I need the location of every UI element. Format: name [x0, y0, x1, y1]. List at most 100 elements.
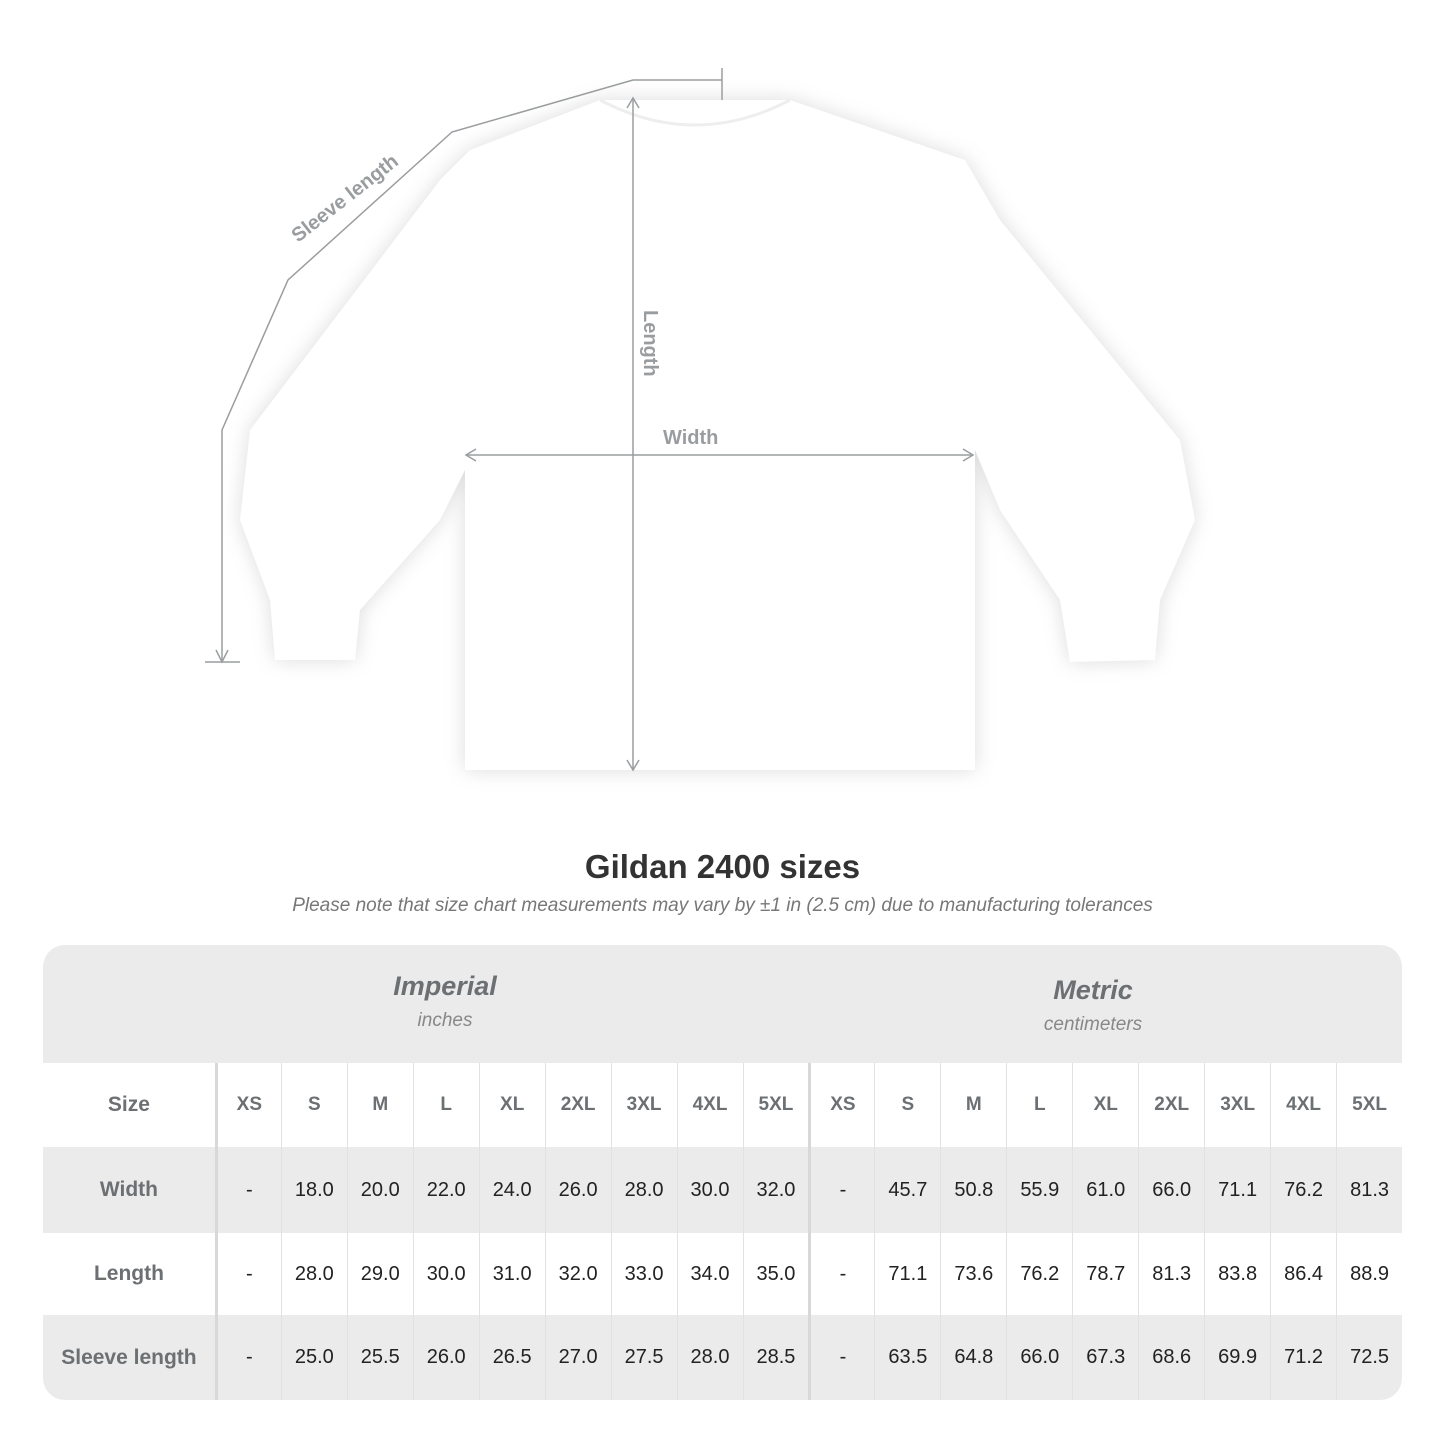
metric-value-cell: 76.2 [1270, 1147, 1336, 1233]
metric-size-header: S [874, 1063, 940, 1147]
imperial-value-cell: 28.0 [610, 1147, 677, 1233]
imperial-value-cell: 25.0 [280, 1315, 347, 1400]
size-label: Size [107, 1093, 150, 1116]
metric-title: Metric [1053, 975, 1133, 1005]
metric-value-cell: 71.1 [874, 1233, 940, 1315]
imperial-value-cell: 29.0 [346, 1233, 413, 1315]
imperial-value-cell: 26.0 [544, 1147, 611, 1233]
imperial-size-header: S [280, 1063, 347, 1147]
imperial-value-cell: - [214, 1233, 281, 1315]
sleeve-length-line [221, 79, 722, 660]
metric-value-cell: 50.8 [940, 1147, 1006, 1233]
metric-value-cell: 68.6 [1138, 1315, 1204, 1400]
metric-size-header: M [940, 1063, 1006, 1147]
imperial-value-cell: 25.5 [346, 1315, 413, 1400]
collar [599, 98, 791, 127]
imperial-size-header: L [412, 1063, 479, 1147]
metric-value-cell: 71.2 [1270, 1315, 1336, 1400]
metric-value-cell: 66.0 [1138, 1147, 1204, 1233]
shirt-diagram: Sleeve length Length Width [205, 68, 1195, 772]
metric-header: Metric centimeters [863, 945, 1323, 1063]
metric-size-header: 4XL [1270, 1063, 1336, 1147]
imperial-value-cell: 28.5 [742, 1315, 809, 1400]
metric-value-cell: 72.5 [1336, 1315, 1402, 1400]
row-band [43, 1315, 1402, 1400]
tolerance-note: Please note that size chart measurements… [292, 895, 1153, 916]
table-row: Width -18.0 20.0 22.0 24.0 26.0 28.0 30.0 32.0-4… [43, 1147, 1402, 1233]
row-label: Length [93, 1262, 164, 1285]
imperial-unit: inches [417, 1010, 473, 1031]
metric-value-cell: 71.1 [1204, 1147, 1270, 1233]
metric-size-header: 3XL [1204, 1063, 1270, 1147]
shirt-body [240, 100, 1195, 770]
metric-size-header: 5XL [1336, 1063, 1402, 1147]
metric-value-cell: 66.0 [1006, 1315, 1072, 1400]
imperial-value-cell: - [214, 1315, 281, 1400]
imperial-value-cell: 31.0 [478, 1233, 545, 1315]
imperial-size-header: 2XL [544, 1063, 611, 1147]
row-band [43, 1147, 1402, 1233]
imperial-value-cell: 33.0 [610, 1233, 677, 1315]
width-label: Width [663, 427, 718, 449]
page-title: Gildan 2400 sizes [584, 848, 861, 885]
size-header-row: Size XS S M L XL 2XL 3XL 4XL 5XL XS S M L XL 2XL 3XL 4XL 5… [43, 1063, 1402, 1147]
imperial-value-cell: 30.0 [676, 1147, 743, 1233]
metric-value-cell: 88.9 [1336, 1233, 1402, 1315]
imperial-size-header: 4XL [676, 1063, 743, 1147]
metric-value-cell: 64.8 [940, 1315, 1006, 1400]
length-label: Length [639, 310, 661, 377]
metric-value-cell: 78.7 [1072, 1233, 1138, 1315]
metric-value-cell: 61.0 [1072, 1147, 1138, 1233]
imperial-value-cell: 18.0 [280, 1147, 347, 1233]
metric-size-header: 2XL [1138, 1063, 1204, 1147]
size-table: Imperial inches Metric centimeters Size X… [43, 945, 1402, 1400]
table-row: Length -28.0 29.0 30.0 31.0 32.0 33.0 34.0 35.0-… [43, 1233, 1402, 1315]
metric-value-cell: 86.4 [1270, 1233, 1336, 1315]
metric-value-cell: - [808, 1315, 874, 1400]
metric-unit: centimeters [1043, 1014, 1143, 1035]
imperial-value-cell: 32.0 [544, 1233, 611, 1315]
metric-value-cell: 55.9 [1006, 1147, 1072, 1233]
row-label: Sleeve length [61, 1345, 197, 1369]
imperial-value-cell: 34.0 [676, 1233, 743, 1315]
imperial-value-cell: 32.0 [742, 1147, 809, 1233]
imperial-size-header: M [346, 1063, 413, 1147]
metric-size-header: L [1006, 1063, 1072, 1147]
imperial-size-header: 5XL [742, 1063, 809, 1147]
imperial-value-cell: 27.5 [610, 1315, 677, 1400]
metric-value-cell: 81.3 [1138, 1233, 1204, 1315]
metric-value-cell: 67.3 [1072, 1315, 1138, 1400]
metric-value-cell: 73.6 [940, 1233, 1006, 1315]
metric-value-cell: - [808, 1147, 874, 1233]
imperial-value-cell: 22.0 [412, 1147, 479, 1233]
imperial-header: Imperial inches [215, 945, 675, 1063]
imperial-value-cell: 28.0 [280, 1233, 347, 1315]
table-row: Sleeve length -25.0 25.5 26.0 26.5 27.0 27.5 28… [43, 1315, 1402, 1400]
imperial-value-cell: 20.0 [346, 1147, 413, 1233]
imperial-value-cell: 24.0 [478, 1147, 545, 1233]
imperial-value-cell: 26.0 [412, 1315, 479, 1400]
imperial-value-cell: 27.0 [544, 1315, 611, 1400]
imperial-value-cell: 30.0 [412, 1233, 479, 1315]
metric-value-cell: - [808, 1233, 874, 1315]
row-label: Width [99, 1178, 158, 1201]
imperial-size-header: XL [478, 1063, 545, 1147]
imperial-size-header: 3XL [610, 1063, 677, 1147]
imperial-size-header: XS [214, 1063, 281, 1147]
metric-value-cell: 63.5 [874, 1315, 940, 1400]
metric-size-header: XS [808, 1063, 874, 1147]
imperial-value-cell: - [214, 1147, 281, 1233]
imperial-value-cell: 35.0 [742, 1233, 809, 1315]
metric-size-header: XL [1072, 1063, 1138, 1147]
metric-value-cell: 76.2 [1006, 1233, 1072, 1315]
metric-value-cell: 81.3 [1336, 1147, 1402, 1233]
metric-value-cell: 83.8 [1204, 1233, 1270, 1315]
sleeve-length-label: Sleeve length [288, 150, 403, 247]
imperial-value-cell: 28.0 [676, 1315, 743, 1400]
header-band [43, 945, 1402, 1063]
metric-value-cell: 69.9 [1204, 1315, 1270, 1400]
imperial-title: Imperial [393, 971, 497, 1001]
imperial-value-cell: 26.5 [478, 1315, 545, 1400]
metric-value-cell: 45.7 [874, 1147, 940, 1233]
